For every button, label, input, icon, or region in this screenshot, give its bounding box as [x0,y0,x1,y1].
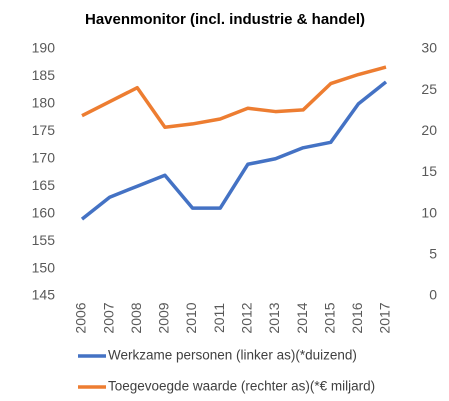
x-tick-label: 2009 [156,302,172,333]
legend-label: Werkzame personen (linker as)(*duizend) [108,348,357,363]
x-tick-label: 2008 [128,302,144,333]
x-tick-label: 2015 [321,302,337,333]
y2-tick-label: 30 [421,40,437,56]
x-tick-label: 2010 [183,302,199,333]
series-line [81,65,387,129]
y-tick-label: 175 [32,122,56,138]
y-tick-label: 145 [32,287,56,303]
y2-tick-label: 25 [421,81,437,97]
y-tick-label: 185 [32,67,56,83]
y-tick-label: 160 [32,204,56,220]
y2-tick-label: 5 [429,246,437,262]
chart-title: Havenmonitor (incl. industrie & handel) [85,11,365,28]
x-tick-label: 2013 [266,302,282,333]
y-tick-label: 155 [32,232,56,248]
series-line [80,80,388,221]
x-tick-label: 2012 [239,302,255,333]
legend-label: Toegevoegde waarde (rechter as)(*€ milja… [108,379,375,394]
x-tick-label: 2007 [100,302,116,333]
y2-tick-label: 15 [421,163,437,179]
x-tick-label: 2011 [211,303,227,333]
y2-tick-label: 20 [421,122,437,138]
x-tick-label: 2006 [73,302,89,333]
x-tick-label: 2017 [377,302,393,333]
y2-tick-label: 10 [421,204,437,220]
y-tick-label: 150 [32,259,56,275]
y-tick-label: 170 [32,149,56,165]
x-tick-label: 2016 [349,302,365,333]
y-tick-label: 190 [32,40,56,56]
x-tick-label: 2014 [294,302,310,333]
y-tick-label: 165 [32,177,56,193]
y2-tick-label: 0 [429,287,437,303]
y-tick-label: 180 [32,95,56,111]
